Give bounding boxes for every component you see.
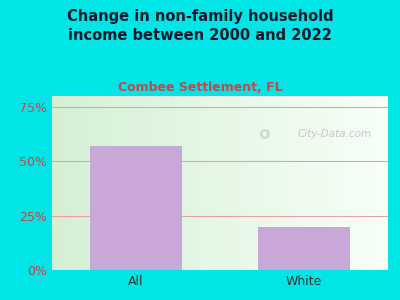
Text: o: o	[258, 125, 270, 143]
Text: Combee Settlement, FL: Combee Settlement, FL	[118, 81, 282, 94]
Bar	[90, 146, 182, 270]
Bar	[258, 226, 350, 270]
Text: Change in non-family household
income between 2000 and 2022: Change in non-family household income be…	[67, 9, 333, 43]
Text: City-Data.com: City-Data.com	[297, 129, 372, 139]
